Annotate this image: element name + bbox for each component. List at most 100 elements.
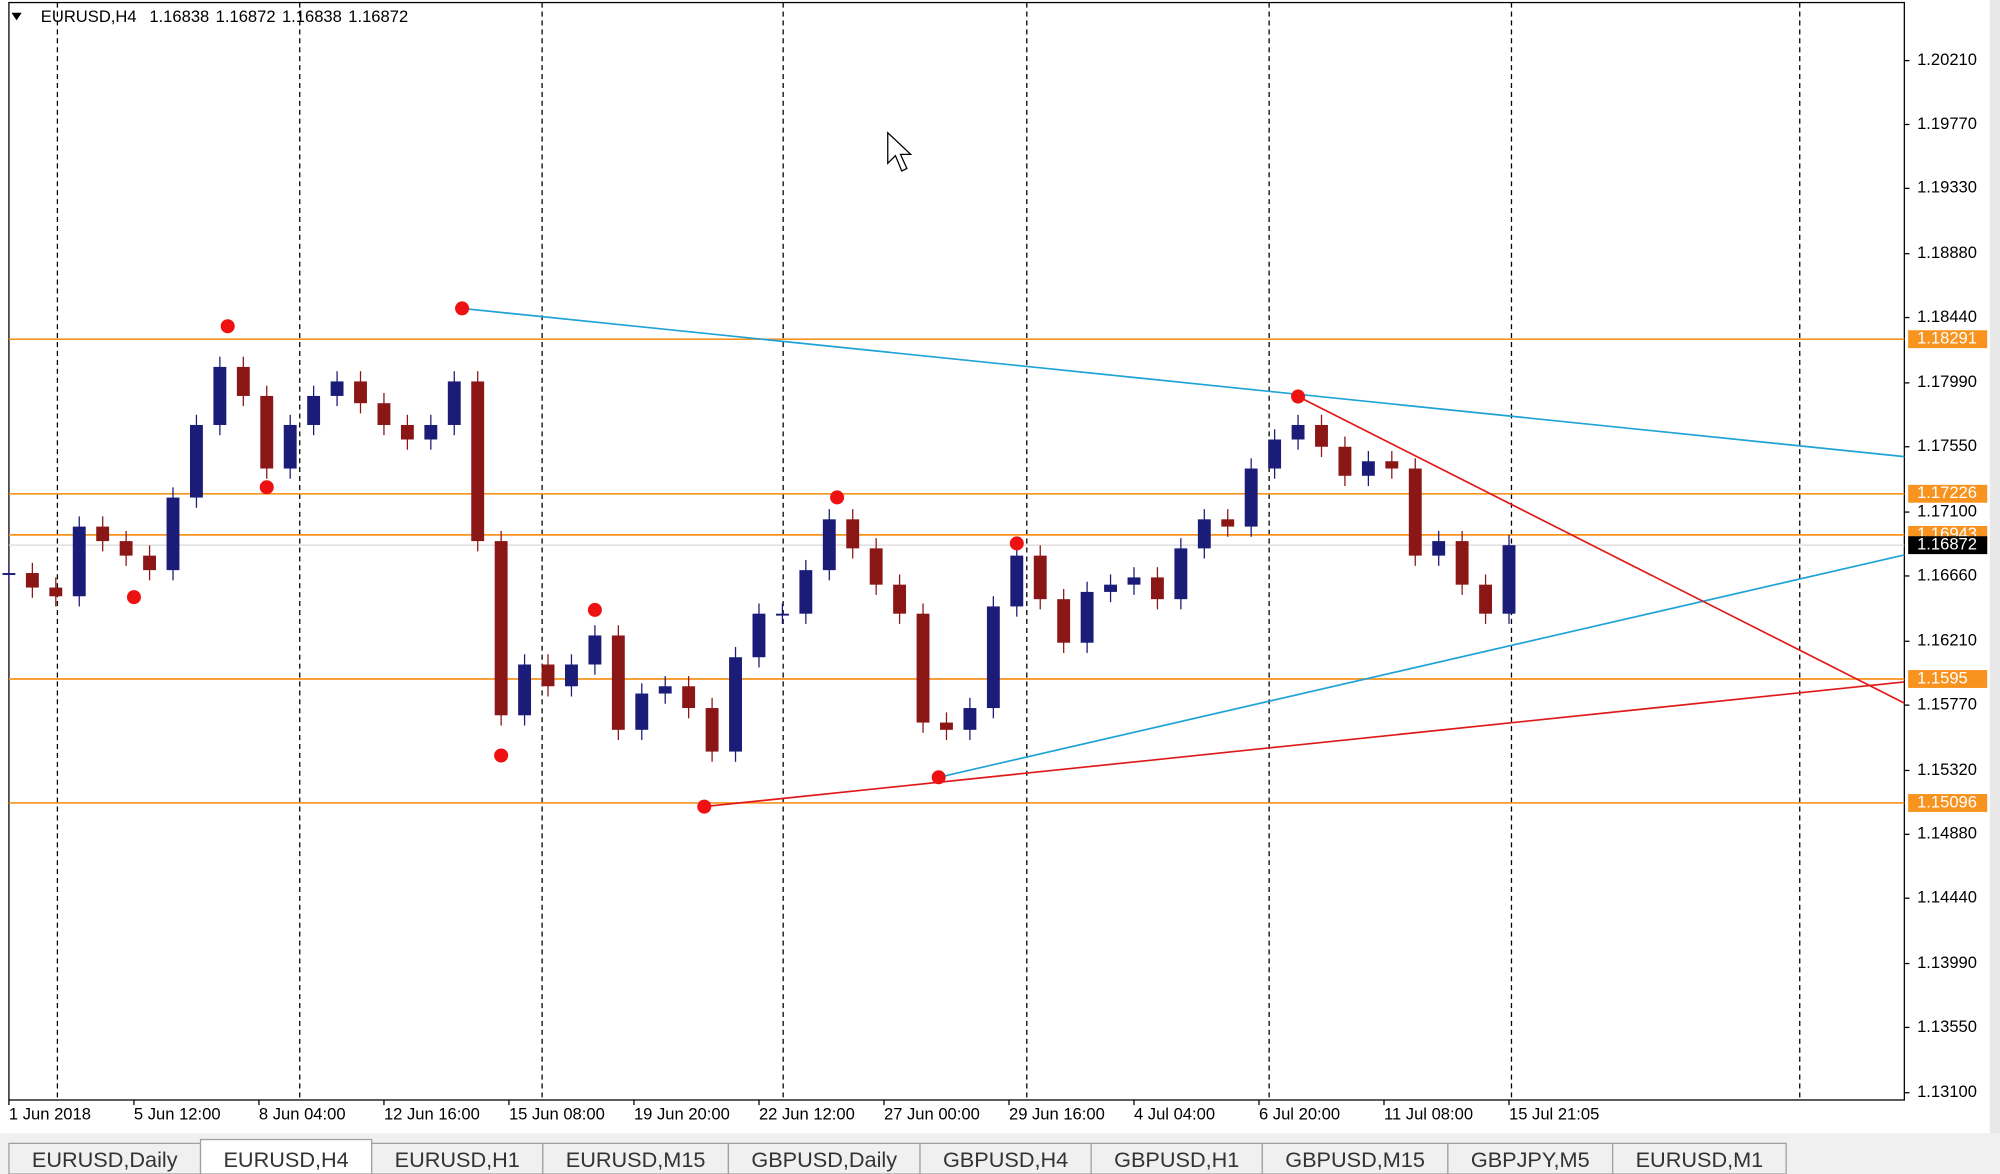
candle-body xyxy=(447,381,461,425)
fractal-point xyxy=(1291,389,1306,404)
y-tick-label: 1.18880 xyxy=(1917,243,1977,262)
candle-body xyxy=(283,424,297,469)
candle-body xyxy=(986,606,1000,709)
candle-body xyxy=(49,587,63,597)
x-tick-label: 4 Jul 04:00 xyxy=(1134,1105,1215,1124)
candle-body xyxy=(1291,424,1305,440)
candle-body xyxy=(1244,468,1258,527)
x-tick-label: 11 Jul 08:00 xyxy=(1384,1105,1473,1124)
candle-body xyxy=(893,584,907,614)
candle-body xyxy=(565,664,578,687)
chart-frame xyxy=(8,1,1905,1101)
tab[interactable] xyxy=(8,1142,202,1174)
tab[interactable] xyxy=(371,1142,544,1174)
y-tick-label: 1.15770 xyxy=(1917,695,1977,714)
candle-body xyxy=(822,519,836,571)
tab[interactable] xyxy=(1090,1142,1263,1174)
candle-body xyxy=(354,381,367,404)
x-tick-label: 8 Jun 04:00 xyxy=(259,1105,346,1124)
candle-body xyxy=(1174,548,1188,600)
candle-body xyxy=(377,403,391,425)
tab[interactable] xyxy=(1261,1142,1449,1174)
candle-body xyxy=(1385,461,1399,469)
level-label: 1.18291 xyxy=(1917,329,1977,348)
y-tick-label: 1.17990 xyxy=(1917,372,1977,391)
candle-body xyxy=(25,573,39,588)
scroll-strip xyxy=(1989,0,2000,1134)
candle-body xyxy=(705,708,719,752)
candle-body xyxy=(1080,591,1094,643)
candle-body xyxy=(96,526,110,542)
candle-body xyxy=(1432,541,1446,556)
y-tick-label: 1.16210 xyxy=(1917,631,1977,650)
y-tick-label: 1.19770 xyxy=(1917,114,1977,133)
candle-body xyxy=(916,613,930,723)
candle-body xyxy=(635,693,649,730)
candle-body xyxy=(1010,555,1024,607)
level-label: 1.17226 xyxy=(1917,483,1977,502)
tab-label: EURUSD,M15 xyxy=(566,1147,706,1172)
trendline xyxy=(1297,395,1905,704)
fractal-point xyxy=(259,480,274,495)
candle-body xyxy=(260,395,274,469)
level-tag xyxy=(1908,794,1988,812)
y-tick-label: 1.17100 xyxy=(1917,501,1977,520)
y-tick-label: 1.14880 xyxy=(1917,824,1977,843)
tab[interactable] xyxy=(542,1142,730,1174)
candle-body xyxy=(424,424,438,440)
candle-body xyxy=(213,366,227,425)
y-tick-label: 1.13100 xyxy=(1917,1082,1977,1101)
fractal-point xyxy=(220,319,235,334)
candle-body xyxy=(799,570,813,614)
x-tick-label: 19 Jun 20:00 xyxy=(634,1105,730,1124)
candle-body xyxy=(119,541,133,556)
candle-body xyxy=(400,424,414,440)
candle-body xyxy=(1127,577,1141,585)
x-tick-label: 27 Jun 00:00 xyxy=(884,1105,980,1124)
x-tick-label: 29 Jun 16:00 xyxy=(1009,1105,1105,1124)
tab-label: GBPUSD,H4 xyxy=(943,1147,1068,1172)
y-tick-label: 1.15320 xyxy=(1917,760,1977,779)
trendline xyxy=(461,307,1905,458)
x-tick-label: 15 Jul 21:05 xyxy=(1509,1105,1599,1124)
y-tick-label: 1.16660 xyxy=(1917,565,1977,584)
candle-body xyxy=(2,573,16,575)
tab-label: GBPJPY,M5 xyxy=(1471,1147,1590,1172)
tab[interactable] xyxy=(1612,1142,1787,1174)
trendline xyxy=(704,681,1905,808)
candle-body xyxy=(1479,584,1493,614)
fractal-point xyxy=(494,748,509,763)
candle-body xyxy=(1338,446,1352,476)
fractal-point xyxy=(830,490,845,505)
x-tick-label: 5 Jun 12:00 xyxy=(134,1105,221,1124)
level-tag xyxy=(1908,330,1988,349)
candle-body xyxy=(236,366,250,396)
tab[interactable] xyxy=(199,1138,373,1174)
x-tick-label: 6 Jul 20:00 xyxy=(1259,1105,1340,1124)
candle-body xyxy=(541,664,555,687)
x-tick-label: 1 Jun 2018 xyxy=(9,1105,91,1124)
candle-body xyxy=(940,722,953,730)
candle-body xyxy=(166,497,180,571)
y-tick-label: 1.13990 xyxy=(1917,953,1977,972)
candle-body xyxy=(869,548,883,585)
candle-body xyxy=(518,664,532,716)
candle-body xyxy=(752,613,766,658)
quote-value: 1.16838 xyxy=(149,7,209,26)
fractal-point xyxy=(587,602,602,617)
fractal-point xyxy=(697,799,712,814)
level-label: 1.15096 xyxy=(1917,792,1977,811)
candle-body xyxy=(307,395,321,425)
tab-label: GBPUSD,H1 xyxy=(1114,1147,1239,1172)
candle-body xyxy=(1033,555,1047,600)
tab[interactable] xyxy=(919,1142,1092,1174)
candle-body xyxy=(963,708,977,730)
y-tick-label: 1.14440 xyxy=(1917,888,1977,907)
menu-arrow xyxy=(11,12,22,21)
candle-body xyxy=(494,541,508,716)
level-tag xyxy=(1908,670,1988,688)
candle-body xyxy=(1408,468,1422,556)
tab-label: EURUSD,Daily xyxy=(32,1147,178,1172)
mouse-cursor xyxy=(887,131,913,172)
